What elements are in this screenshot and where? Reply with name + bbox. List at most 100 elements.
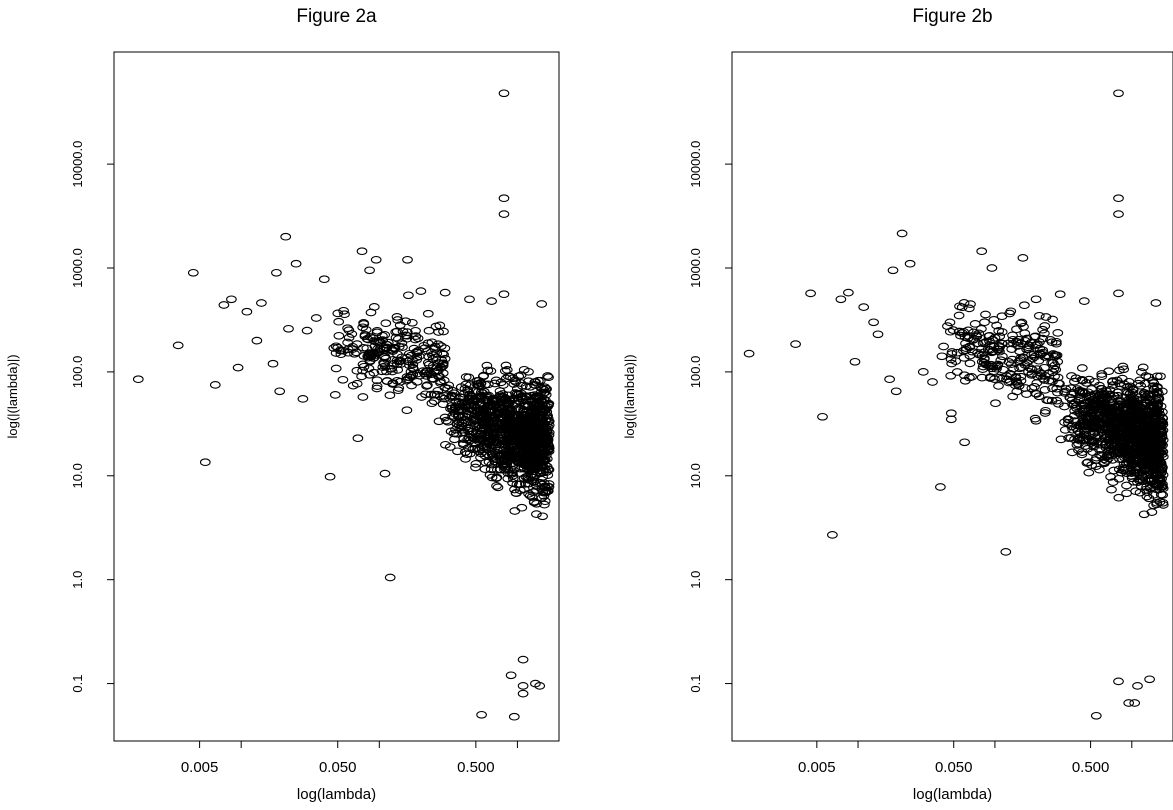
data-point: [987, 347, 998, 356]
data-point: [403, 291, 414, 300]
data-point: [951, 368, 963, 376]
y-tick-label: 0.1: [70, 675, 85, 693]
data-point: [1086, 461, 1097, 469]
data-point: [946, 359, 958, 368]
data-point: [390, 328, 402, 336]
data-point: [992, 361, 1003, 370]
y-axis: 0.1 1.0 10.0 100.0 1000.0 10000.0: [70, 141, 114, 693]
data-point: [462, 385, 474, 394]
data-point: [384, 573, 396, 582]
data-point: [994, 343, 1005, 351]
data-point: [526, 455, 538, 463]
data-point: [391, 313, 403, 321]
data-point: [453, 421, 465, 430]
data-point: [849, 357, 861, 366]
data-point: [887, 266, 899, 275]
chart-panel-2a: Figure 2a 0.005 0.050 0.500 0.1 1.0 10.0 100.…: [5, 6, 560, 803]
data-point: [508, 712, 520, 721]
y-tick-label: 1.0: [688, 571, 703, 589]
data-point: [1096, 372, 1108, 381]
data-point: [538, 448, 550, 457]
data-point: [470, 463, 481, 472]
data-point: [1017, 254, 1029, 262]
data-point: [496, 404, 508, 413]
data-point: [1123, 458, 1135, 467]
data-point: [470, 460, 482, 468]
data-point: [990, 399, 1001, 408]
data-point: [339, 310, 350, 319]
data-point: [835, 295, 847, 304]
data-point: [509, 507, 521, 515]
data-point: [1138, 388, 1150, 397]
chart-title: Figure 2a: [296, 6, 377, 27]
data-point: [1073, 396, 1084, 405]
data-point: [1039, 386, 1051, 394]
data-point: [401, 376, 413, 385]
data-point: [1144, 390, 1156, 399]
data-point: [381, 367, 392, 376]
data-point: [963, 304, 975, 313]
data-point: [365, 308, 377, 317]
data-point: [504, 428, 516, 436]
data-point: [1030, 416, 1042, 425]
data-point: [976, 325, 987, 333]
data-point: [460, 401, 472, 409]
data-point: [470, 394, 481, 403]
data-point: [489, 424, 500, 433]
data-point: [1133, 412, 1144, 420]
data-point: [1012, 338, 1024, 347]
data-point: [477, 405, 489, 414]
data-point: [432, 340, 444, 349]
data-point: [1131, 468, 1143, 477]
data-point: [1045, 336, 1056, 344]
data-point: [489, 397, 500, 406]
y-tick-label: 0.1: [688, 675, 703, 693]
data-point: [1059, 402, 1070, 411]
y-tick-label: 1000.0: [70, 248, 85, 288]
data-point: [542, 400, 554, 409]
data-point: [507, 474, 519, 483]
data-point: [1004, 309, 1015, 318]
data-point: [1043, 396, 1054, 405]
data-point: [1141, 415, 1153, 423]
data-point: [1016, 318, 1028, 327]
data-point: [437, 369, 449, 377]
data-point: [945, 371, 957, 380]
data-point: [445, 392, 457, 401]
data-point: [532, 394, 544, 403]
data-point: [351, 379, 363, 388]
data-point: [342, 348, 354, 357]
data-point: [1135, 381, 1147, 390]
data-point: [1143, 435, 1155, 443]
data-point: [1031, 365, 1043, 373]
data-point: [503, 416, 515, 425]
data-point: [1129, 457, 1141, 466]
data-point: [1074, 387, 1085, 395]
data-point: [360, 325, 372, 334]
data-point: [422, 309, 434, 318]
data-point: [993, 382, 1004, 390]
data-point: [487, 453, 499, 461]
data-point: [958, 299, 970, 307]
data-point: [482, 430, 494, 439]
data-point: [1050, 337, 1062, 346]
data-point: [474, 434, 486, 443]
data-point: [528, 497, 540, 506]
data-point: [363, 353, 374, 362]
data-point: [510, 389, 521, 397]
data-point: [534, 434, 546, 443]
data-point: [410, 326, 421, 335]
data-point: [507, 455, 519, 463]
data-point: [437, 400, 449, 409]
data-point: [448, 413, 460, 421]
y-tick-label: 100.0: [688, 356, 703, 389]
data-point: [462, 417, 474, 426]
data-point: [1148, 379, 1160, 387]
data-point: [519, 445, 531, 454]
data-point: [436, 356, 448, 365]
data-point: [486, 297, 497, 305]
data-point: [509, 485, 520, 494]
data-point: [1113, 677, 1124, 686]
data-point: [172, 341, 184, 350]
data-point: [390, 333, 402, 342]
